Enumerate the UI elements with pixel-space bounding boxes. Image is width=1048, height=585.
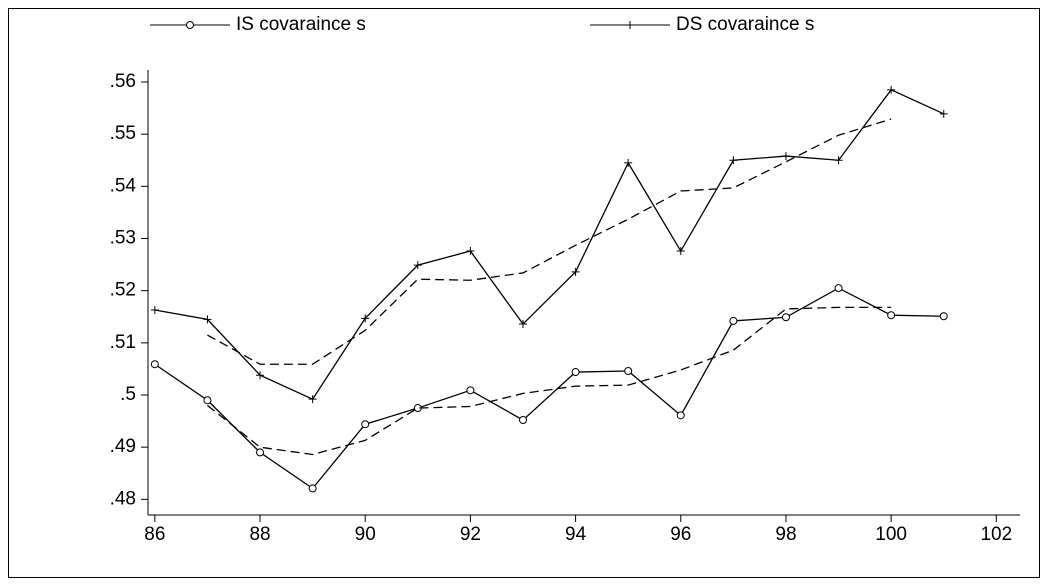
point [150, 360, 159, 369]
x-tick-label: 92 [460, 524, 481, 545]
x-tick-label: 96 [670, 524, 691, 545]
x-tick-label: 98 [775, 524, 796, 545]
point [624, 367, 633, 376]
y-tick-label: .48 [110, 488, 136, 509]
point [939, 312, 948, 321]
y-tick-label: .5 [120, 384, 136, 405]
point [571, 267, 580, 276]
y-tick-label: .56 [110, 71, 136, 92]
y-tick-label: .49 [110, 436, 136, 457]
series-line [154, 287, 944, 490]
point [466, 247, 475, 256]
legend-label: DS covaraince s [676, 14, 814, 35]
point [887, 311, 896, 320]
point [518, 320, 527, 329]
x-tick-label: 90 [355, 524, 376, 545]
point [256, 448, 265, 457]
x-tick-label: 102 [980, 524, 1012, 545]
point [413, 261, 422, 270]
point [939, 109, 948, 118]
x-tick-label: 88 [249, 524, 270, 545]
point [150, 305, 159, 314]
point [308, 395, 317, 404]
point [887, 85, 896, 94]
trend-line [207, 118, 892, 365]
point [308, 484, 317, 493]
point [624, 158, 633, 167]
series-line [154, 89, 945, 401]
point [466, 386, 475, 395]
x-tick-label: 100 [875, 524, 907, 545]
point [203, 396, 212, 405]
y-tick-label: .53 [110, 228, 136, 249]
point [834, 156, 843, 165]
point [781, 152, 790, 161]
trend-line [207, 306, 892, 456]
point [834, 284, 843, 293]
frame [8, 8, 1040, 578]
point [518, 416, 527, 425]
point [676, 411, 685, 420]
point [729, 316, 738, 325]
point [361, 420, 370, 429]
y-tick-label: .51 [110, 332, 136, 353]
point [203, 315, 212, 324]
y-tick-label: .54 [110, 175, 137, 196]
point [781, 313, 790, 322]
legend-label: IS covaraince s [236, 14, 366, 35]
point [676, 247, 685, 256]
y-tick-label: .55 [110, 123, 136, 144]
x-tick-label: 86 [144, 524, 165, 545]
point [361, 314, 370, 323]
x-tick-label: 94 [565, 524, 587, 545]
y-tick-label: .52 [110, 280, 136, 301]
point [571, 368, 580, 377]
legend-marker [626, 21, 634, 29]
legend-marker [186, 21, 194, 29]
point [729, 156, 738, 165]
point [256, 371, 265, 380]
